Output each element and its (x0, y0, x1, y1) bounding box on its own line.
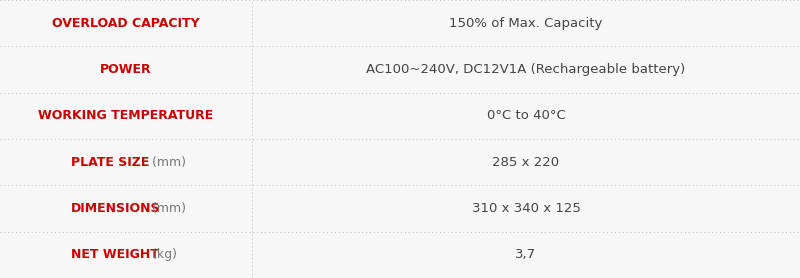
Text: 0°C to 40°C: 0°C to 40°C (486, 109, 566, 122)
Text: (mm): (mm) (149, 156, 186, 169)
Text: OVERLOAD CAPACITY: OVERLOAD CAPACITY (52, 17, 200, 30)
Text: POWER: POWER (100, 63, 152, 76)
Text: DIMENSIONS: DIMENSIONS (71, 202, 161, 215)
Text: (mm): (mm) (149, 202, 186, 215)
Text: NET WEIGHT: NET WEIGHT (71, 248, 159, 261)
Text: AC100~240V, DC12V1A (Rechargeable battery): AC100~240V, DC12V1A (Rechargeable batter… (366, 63, 686, 76)
Text: 150% of Max. Capacity: 150% of Max. Capacity (450, 17, 602, 30)
Text: WORKING TEMPERATURE: WORKING TEMPERATURE (38, 109, 214, 122)
Text: PLATE SIZE: PLATE SIZE (71, 156, 150, 169)
Text: (kg): (kg) (149, 248, 178, 261)
Text: 3,7: 3,7 (515, 248, 537, 261)
Text: 285 x 220: 285 x 220 (493, 156, 559, 169)
Text: 310 x 340 x 125: 310 x 340 x 125 (471, 202, 581, 215)
